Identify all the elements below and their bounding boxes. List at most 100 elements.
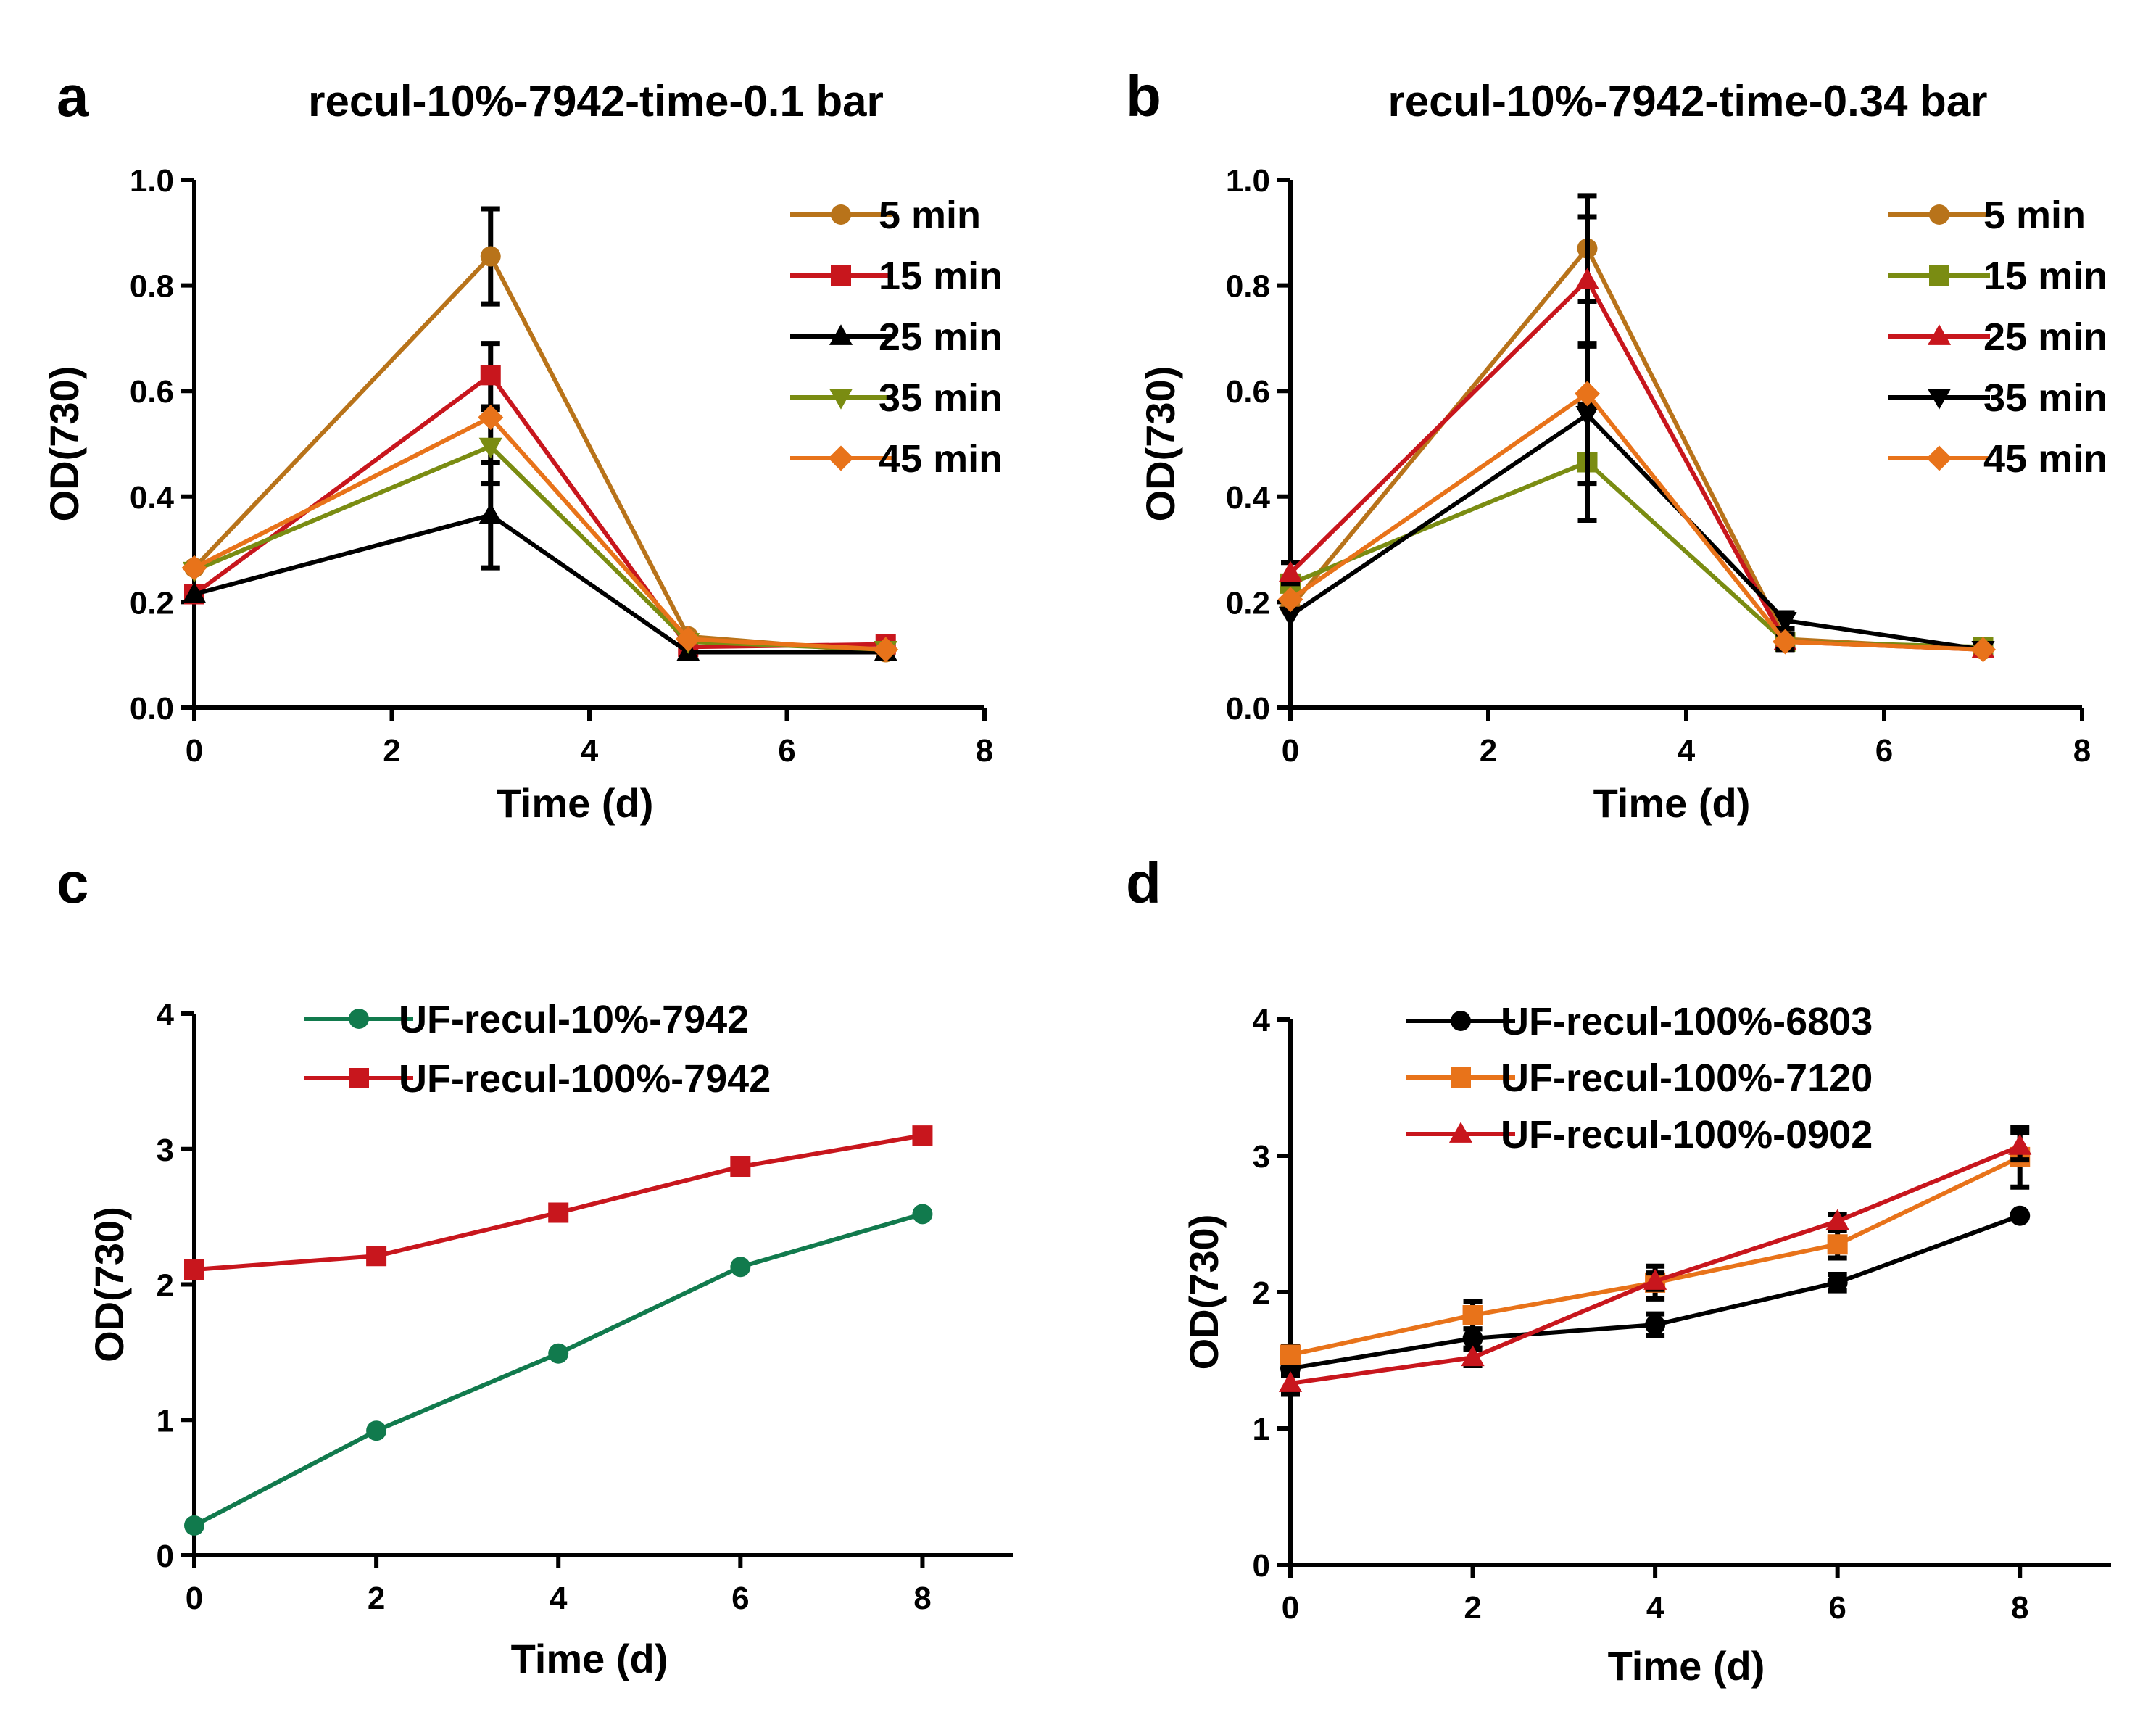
panel-d-x-tick-label: 6 <box>1828 1590 1846 1626</box>
panel-a-legend-marker <box>829 324 853 345</box>
panel-c-data-point <box>548 1202 569 1223</box>
panel-a-series-4 <box>182 407 897 662</box>
panel-c-data-point <box>366 1246 387 1267</box>
panel-a-series-line <box>193 415 886 652</box>
panel-d-data-point <box>1827 1272 1848 1293</box>
panel-b-y-axis-label: OD(730) <box>1137 366 1183 522</box>
panel-a-legend-item: 25 min <box>790 315 1003 359</box>
panel-c-legend-item: UF-recul-100%-7942 <box>304 1057 771 1101</box>
panel-b-series-line <box>1288 246 1983 652</box>
panel-d-legend-item: UF-recul-100%-0902 <box>1406 1113 1873 1156</box>
panel-d-y-tick-label: 3 <box>1253 1139 1270 1175</box>
panel-b-plot: 0.0 0.2 0.4 0.6 0.8 1.0 0 2 4 6 8 Time (d) OD(730) 5 … <box>1137 163 2107 826</box>
panel-b-title: recul-10%-7942-time-0.34 bar <box>1388 77 1987 125</box>
panel-b-legend-item: 25 min <box>1888 315 2107 359</box>
panel-d-data-point <box>1825 1209 1849 1230</box>
panel-a-legend-marker <box>828 445 854 471</box>
panel-b-y-tick-label: 0.4 <box>1226 480 1271 516</box>
panel-d: d 0 1 2 3 4 0 2 4 6 8 Time (d) OD(730) UF-recul-100%… <box>1126 851 2111 1689</box>
panel-a-data-point <box>480 365 501 386</box>
panel-b-legend-label: 5 min <box>1983 194 2086 237</box>
panel-c-x-tick-label: 0 <box>186 1581 203 1616</box>
panel-a-legend-label: 25 min <box>879 315 1003 359</box>
panel-b-legend-item: 15 min <box>1888 255 2107 298</box>
panel-b-y-tick-label: 0.0 <box>1226 691 1270 727</box>
panel-b-legend-item: 35 min <box>1888 376 2107 420</box>
panel-a-data-point <box>873 637 899 663</box>
panel-c: c 0 1 2 3 4 0 2 4 6 8 Time (d) OD(730) UF-recul-10%-… <box>57 851 1013 1681</box>
panel-a-legend-marker <box>829 389 853 410</box>
panel-a: a recul-10%-7942-time-0.1 bar 0.00.20.40… <box>41 64 1003 826</box>
panel-a-data-point <box>478 437 502 459</box>
panel-b-data-point <box>1970 637 1996 663</box>
panel-b-data-point <box>1278 560 1303 582</box>
panel-b-y-tick-label: 0.2 <box>1226 585 1270 621</box>
panel-d-plot: 0 1 2 3 4 0 2 4 6 8 Time (d) OD(730) UF-recul-100%-6… <box>1181 1000 2111 1689</box>
panel-c-y-axis-label: OD(730) <box>86 1207 132 1362</box>
panel-c-y-tick-label: 2 <box>157 1268 174 1304</box>
panel-c-series-line <box>194 1133 923 1272</box>
panel-a-series-2 <box>184 341 896 658</box>
panel-c-legend-label: UF-recul-100%-7942 <box>399 1057 771 1101</box>
panel-a-y-axis-label: OD(730) <box>41 366 87 522</box>
panel-b-y-tick-label: 1.0 <box>1226 163 1270 199</box>
panel-d-data-point <box>1278 1371 1303 1392</box>
panel-d-data-point <box>2008 1134 2032 1155</box>
panel-a-legend-marker <box>831 204 851 225</box>
panel-b-y-tick-label: 0.6 <box>1226 374 1270 410</box>
panel-b-x-tick-label: 8 <box>2073 733 2091 769</box>
panel-a-legend-label: 15 min <box>879 255 1003 298</box>
panel-c-legend-item: UF-recul-10%-7942 <box>304 998 749 1041</box>
panel-c-x-axis-label: Time (d) <box>511 1636 668 1681</box>
panel-d-data-point <box>1280 1344 1301 1365</box>
panel-b-legend-label: 35 min <box>1983 376 2107 420</box>
panel-b-data-point <box>1575 381 1600 407</box>
panel-b-series-line <box>1289 460 1983 650</box>
panel-a-data-point <box>182 582 207 603</box>
panel-a-x-tick-label: 6 <box>778 733 795 769</box>
panel-d-data-point <box>2010 1205 2031 1226</box>
panel-c-data-point <box>184 1259 204 1280</box>
panel-b-letter: b <box>1126 64 1161 128</box>
panel-b: b recul-10%-7942-time-0.34 bar 0.0 0.2 0.4… <box>1126 64 2107 826</box>
panel-c-series-1 <box>184 1204 933 1536</box>
panel-b-x-tick-label: 6 <box>1875 733 1893 769</box>
panel-a-plot: 0.0 0.2 0.4 0.6 0.8 1.0 0 2 4 6 8 Time (d) OD(730) 5 … <box>41 163 1003 826</box>
panel-d-x-tick-label: 8 <box>2011 1590 2028 1626</box>
panel-b-series-3 <box>1278 214 1995 658</box>
panel-a-legend-label: 5 min <box>879 194 981 237</box>
panel-d-x-tick-label: 4 <box>1646 1590 1664 1626</box>
panel-a-data-point <box>675 626 701 652</box>
panel-b-legend-label: 45 min <box>1983 437 2107 481</box>
panel-b-y-tick-label: 0.8 <box>1226 269 1270 305</box>
panel-a-legend-label: 45 min <box>879 437 1003 481</box>
panel-a-data-point <box>480 246 501 267</box>
panel-b-series-line <box>1289 412 1983 652</box>
panel-b-x-tick-label: 2 <box>1480 733 1497 769</box>
panel-d-x-axis-label: Time (d) <box>1608 1643 1765 1689</box>
panel-a-y-tick-label: 0.0 <box>130 691 174 727</box>
panel-b-data-point <box>1277 587 1303 613</box>
panel-b-legend-marker <box>1926 445 1952 471</box>
panel-b-data-point <box>1278 606 1303 628</box>
panel-d-legend-item: UF-recul-100%-6803 <box>1406 1000 1873 1043</box>
panel-a-x-tick-label: 4 <box>581 733 599 769</box>
panel-c-data-point <box>548 1343 569 1364</box>
panel-d-x-tick-label: 2 <box>1464 1590 1481 1626</box>
panel-a-series-3 <box>182 459 897 661</box>
panel-c-y-tick-label: 4 <box>157 997 175 1033</box>
panel-d-data-point <box>1461 1345 1485 1367</box>
panel-b-x-tick-label: 0 <box>1282 733 1299 769</box>
panel-b-legend-marker <box>1927 324 1952 345</box>
panel-d-y-tick-label: 0 <box>1253 1548 1270 1584</box>
panel-d-legend-marker <box>1451 1011 1471 1031</box>
panel-c-series-2 <box>184 1125 933 1280</box>
panel-b-series-1 <box>1280 193 1994 660</box>
panel-c-legend-label: UF-recul-10%-7942 <box>399 998 749 1041</box>
panel-a-y-tick-label: 1.0 <box>130 163 174 199</box>
panel-a-x-tick-label: 2 <box>383 733 400 769</box>
panel-d-x-tick-label: 0 <box>1282 1590 1299 1626</box>
panel-c-data-point <box>912 1204 933 1225</box>
panel-a-data-point <box>478 502 502 524</box>
